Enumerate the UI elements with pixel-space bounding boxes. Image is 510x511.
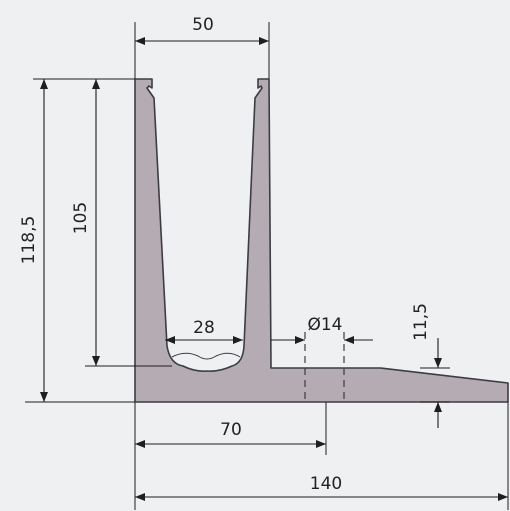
dimension-lines xyxy=(40,37,508,501)
dim-label-base-thickness: 11,5 xyxy=(411,303,431,341)
dim-label-hole-diameter: Ø14 xyxy=(307,315,342,335)
dim-label-channel-bottom: 28 xyxy=(193,318,215,338)
channel-bottom-groove xyxy=(171,352,241,360)
dim-label-channel-height: 105 xyxy=(71,202,91,234)
profile-cross-section xyxy=(134,78,509,403)
dim-label-overall-width: 140 xyxy=(310,474,342,494)
dim-label-top-width: 50 xyxy=(192,15,214,35)
dim-label-overall-height: 118,5 xyxy=(19,216,39,265)
dim-label-half-width: 70 xyxy=(220,420,242,440)
